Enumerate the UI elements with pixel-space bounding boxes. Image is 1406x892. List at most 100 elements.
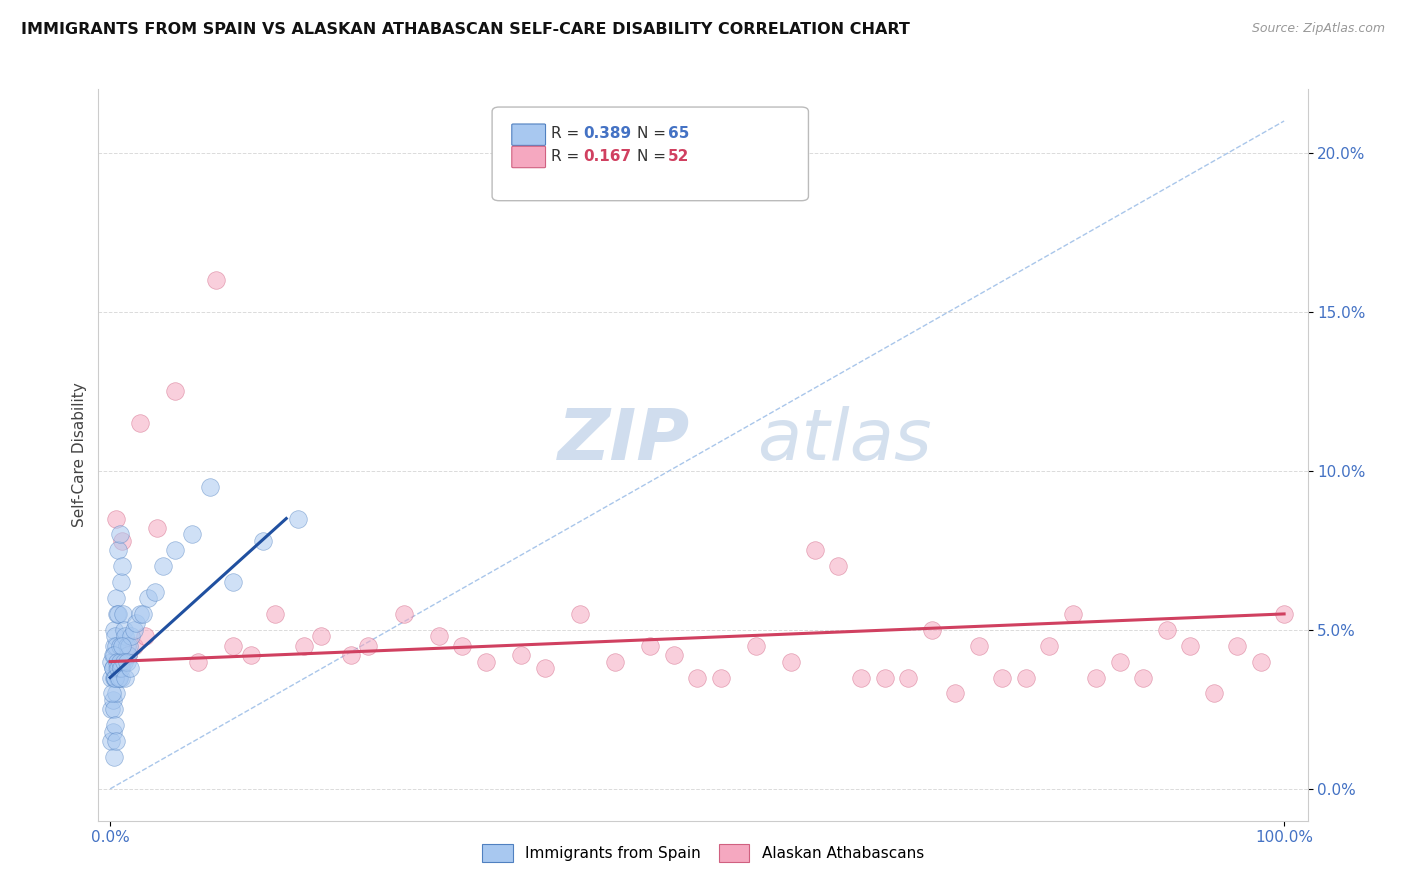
- Point: [827, 559, 849, 574]
- Point: [105, 607, 128, 621]
- Point: [780, 655, 803, 669]
- Point: [475, 655, 498, 669]
- Point: [803, 543, 825, 558]
- Point: [107, 607, 129, 621]
- Point: [105, 655, 128, 669]
- Point: [111, 559, 134, 574]
- Point: [114, 629, 136, 643]
- Point: [104, 671, 127, 685]
- Point: [117, 648, 139, 663]
- Point: [851, 671, 873, 685]
- Point: [1015, 671, 1038, 685]
- Point: [108, 639, 131, 653]
- Legend: Immigrants from Spain, Alaskan Athabascans: Immigrants from Spain, Alaskan Athabasca…: [477, 838, 929, 868]
- Point: [108, 671, 131, 685]
- Point: [686, 671, 709, 685]
- Point: [357, 639, 380, 653]
- Point: [101, 661, 124, 675]
- Point: [921, 623, 943, 637]
- Point: [287, 511, 309, 525]
- Text: Source: ZipAtlas.com: Source: ZipAtlas.com: [1251, 22, 1385, 36]
- Point: [1108, 655, 1130, 669]
- Point: [103, 639, 125, 653]
- Point: [110, 661, 132, 675]
- Point: [1272, 607, 1295, 621]
- Point: [103, 671, 125, 685]
- Point: [638, 639, 661, 653]
- Point: [115, 639, 138, 653]
- Point: [340, 648, 363, 663]
- Point: [292, 639, 315, 653]
- Point: [222, 639, 245, 653]
- Text: 65: 65: [668, 127, 689, 141]
- Point: [1250, 655, 1272, 669]
- Point: [710, 671, 733, 685]
- Point: [1132, 671, 1154, 685]
- Point: [101, 693, 124, 707]
- Point: [427, 629, 450, 643]
- Point: [112, 655, 135, 669]
- Point: [222, 575, 245, 590]
- Point: [101, 686, 124, 700]
- Point: [115, 655, 138, 669]
- Point: [1085, 671, 1108, 685]
- Point: [181, 527, 204, 541]
- Point: [103, 648, 125, 663]
- Point: [120, 629, 142, 643]
- Point: [873, 671, 896, 685]
- Text: 0.167: 0.167: [583, 149, 631, 163]
- Point: [110, 671, 132, 685]
- Point: [105, 591, 128, 605]
- Point: [100, 734, 122, 748]
- Point: [110, 575, 132, 590]
- Point: [143, 584, 166, 599]
- Point: [533, 661, 555, 675]
- Point: [392, 607, 415, 621]
- Point: [108, 527, 131, 541]
- Point: [263, 607, 285, 621]
- Point: [101, 648, 124, 663]
- Point: [1156, 623, 1178, 637]
- Point: [128, 607, 150, 621]
- Text: IMMIGRANTS FROM SPAIN VS ALASKAN ATHABASCAN SELF-CARE DISABILITY CORRELATION CHA: IMMIGRANTS FROM SPAIN VS ALASKAN ATHABAS…: [21, 22, 910, 37]
- Point: [897, 671, 920, 685]
- Point: [1202, 686, 1225, 700]
- Point: [112, 607, 135, 621]
- Point: [163, 384, 186, 399]
- Point: [100, 655, 122, 669]
- Point: [662, 648, 685, 663]
- Point: [451, 639, 474, 653]
- Point: [603, 655, 626, 669]
- Point: [204, 273, 226, 287]
- Point: [1062, 607, 1084, 621]
- Point: [112, 623, 135, 637]
- Point: [107, 543, 129, 558]
- Text: R =: R =: [551, 127, 585, 141]
- Point: [1180, 639, 1202, 653]
- Point: [134, 629, 156, 643]
- Point: [510, 648, 533, 663]
- Point: [101, 661, 124, 675]
- Point: [105, 661, 128, 675]
- Point: [107, 661, 129, 675]
- Point: [118, 639, 141, 653]
- Point: [100, 671, 122, 685]
- Point: [311, 629, 333, 643]
- Text: ZIP: ZIP: [558, 406, 690, 475]
- Point: [107, 671, 129, 685]
- Point: [146, 521, 169, 535]
- Point: [163, 543, 186, 558]
- Point: [991, 671, 1014, 685]
- Text: atlas: atlas: [758, 406, 932, 475]
- Point: [108, 655, 131, 669]
- Point: [967, 639, 990, 653]
- Point: [111, 655, 134, 669]
- Point: [1226, 639, 1249, 653]
- Point: [103, 702, 125, 716]
- Text: 52: 52: [668, 149, 689, 163]
- Point: [114, 671, 136, 685]
- Point: [105, 734, 128, 748]
- Point: [240, 648, 263, 663]
- Point: [101, 724, 124, 739]
- Text: 0.389: 0.389: [583, 127, 631, 141]
